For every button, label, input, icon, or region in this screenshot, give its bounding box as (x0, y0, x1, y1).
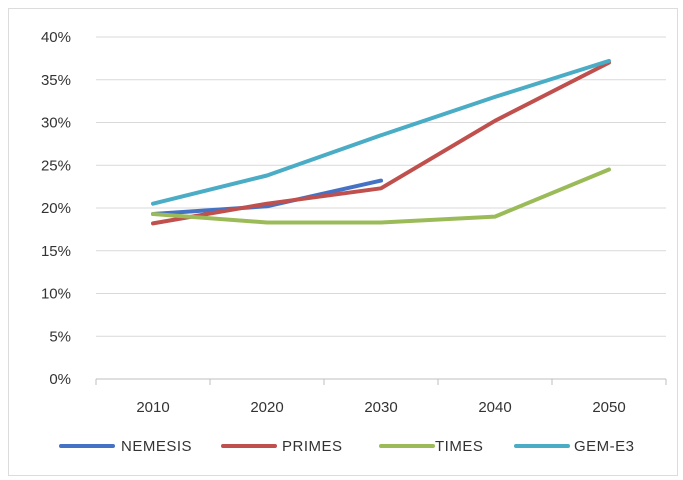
series-line-times (151, 167, 611, 225)
y-tick-label: 35% (41, 72, 71, 89)
series-lines (151, 58, 611, 226)
y-tick-labels: 0% 5% 10% 15% 20% 25% 30% 35% 40% (41, 29, 71, 388)
x-tick-labels: 2010 2020 2030 2040 2050 (136, 399, 625, 416)
y-tick-label: 5% (49, 328, 71, 345)
y-tick-label: 20% (41, 200, 71, 217)
y-tick-label: 25% (41, 157, 71, 174)
y-tick-label: 10% (41, 286, 71, 303)
x-tick-label: 2040 (478, 399, 511, 416)
x-tick-label: 2010 (136, 399, 169, 416)
y-tick-label: 15% (41, 243, 71, 260)
series-line-nemesis (151, 178, 383, 216)
line-chart: 0%5%10%15%20%25%30%35%40% 2010 2020 2030 20… (41, 29, 667, 455)
axes (95, 378, 667, 385)
x-tick-label: 2020 (250, 399, 283, 416)
legend-label: NEMESIS (121, 438, 192, 455)
legend-label: GEM-E3 (574, 438, 635, 455)
series-line-gem-e3 (151, 58, 611, 206)
x-tick-label: 2050 (592, 399, 625, 416)
y-tick-label: 30% (41, 115, 71, 132)
legend: NEMESIS PRIMES TIMES GEM-E3 (59, 438, 635, 455)
series-line-primes (151, 60, 611, 226)
y-tick-label: 0% (49, 371, 71, 388)
x-tick-label: 2030 (364, 399, 397, 416)
legend-label: PRIMES (282, 438, 343, 455)
gridlines (96, 36, 666, 337)
y-tick-label: 40% (41, 29, 71, 46)
legend-label: TIMES (435, 438, 483, 455)
chart-container: 0% 5% 10% 15% 20% 25% 30% 35% 40% 2010 2020 2030 20… (8, 8, 678, 476)
